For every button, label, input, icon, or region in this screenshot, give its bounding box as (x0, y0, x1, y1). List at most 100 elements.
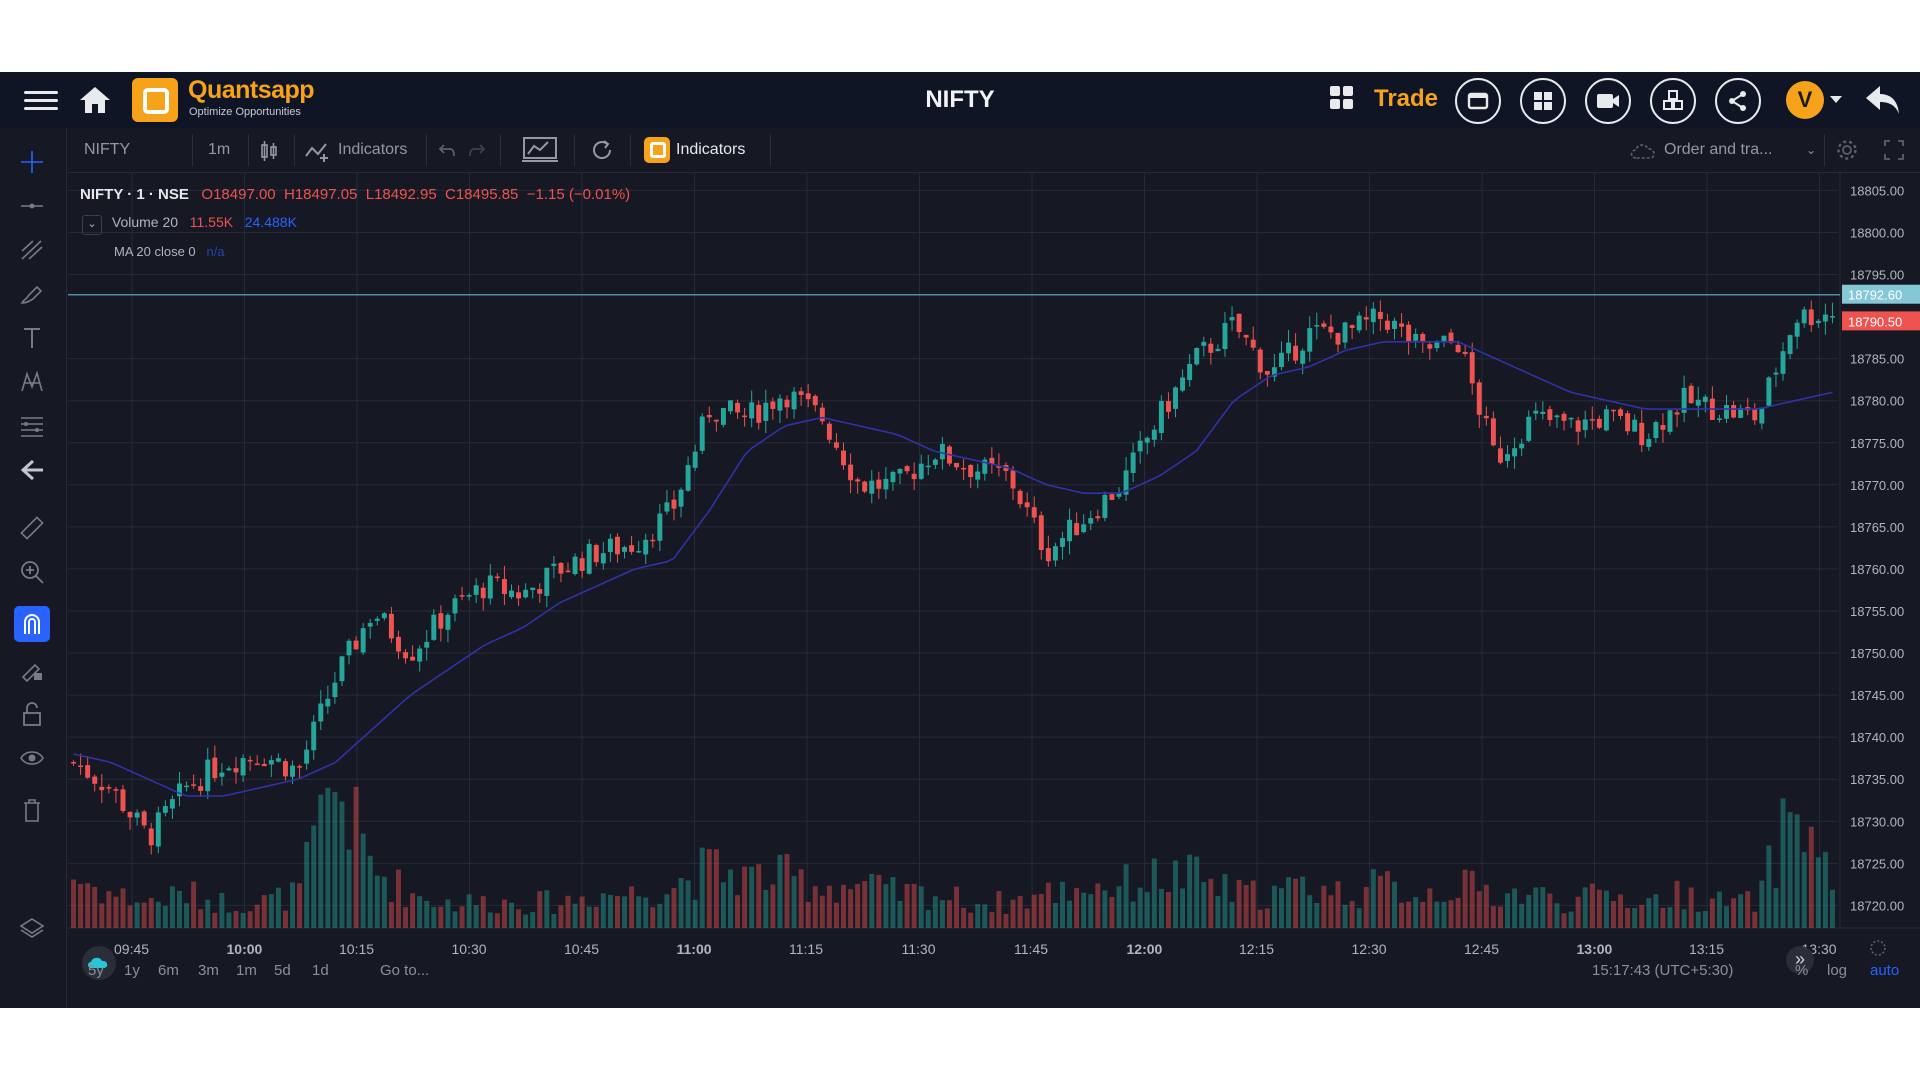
undo-icon[interactable] (438, 142, 456, 160)
range-button-1y[interactable]: 1y (124, 962, 140, 979)
symbol-search[interactable]: NIFTY (84, 141, 131, 158)
lock-drawing-icon[interactable] (14, 652, 50, 688)
log-scale-toggle[interactable]: log (1827, 962, 1848, 979)
share-button[interactable] (1715, 78, 1761, 124)
volume-bar (1674, 880, 1680, 928)
eye-icon[interactable] (14, 740, 50, 776)
candle-body (1165, 401, 1171, 412)
volume-bar (1815, 857, 1821, 928)
magnet-icon[interactable] (14, 606, 50, 642)
user-avatar[interactable]: V (1786, 81, 1824, 119)
apps-grid-icon[interactable] (1330, 86, 1354, 110)
brand-tagline: Optimize Opportunities (189, 106, 301, 118)
auto-scale-toggle[interactable]: auto (1870, 962, 1900, 979)
range-button-1m[interactable]: 1m (236, 962, 257, 979)
candle-body (1180, 377, 1186, 391)
collapse-chevron-icon[interactable]: ⌄ (82, 215, 102, 235)
candle-body (1731, 405, 1737, 418)
price-tick-label: 18765.00 (1850, 520, 1904, 535)
horizontal-line-icon[interactable] (14, 188, 50, 224)
goto-date-button[interactable]: Go to... (380, 962, 430, 979)
interval-selector[interactable]: 1m (208, 141, 231, 158)
volume-bar (501, 899, 507, 928)
trade-button[interactable]: Trade (1374, 85, 1439, 112)
unlock-icon[interactable] (14, 696, 50, 732)
clock-timezone[interactable]: 15:17:43 (UTC+5:30) (1592, 962, 1734, 979)
time-tick-label: 13:00 (1577, 941, 1613, 957)
indicators-icon[interactable] (304, 140, 330, 162)
chevron-down-icon[interactable]: ⌄ (1806, 143, 1817, 157)
range-button-1d[interactable]: 1d (312, 962, 329, 979)
volume-bar (671, 888, 677, 928)
candle-body (367, 623, 373, 627)
candle-style-icon[interactable] (258, 140, 280, 162)
percent-scale-toggle[interactable]: % (1795, 962, 1809, 979)
volume-bar (1095, 883, 1101, 928)
candle-body (657, 513, 663, 541)
range-button-6m[interactable]: 6m (158, 962, 179, 979)
volume-bar (1625, 908, 1631, 928)
order-panel-toggle[interactable]: Order and tra... (1664, 141, 1773, 158)
brush-icon[interactable] (14, 276, 50, 312)
volume-bar (1526, 894, 1532, 928)
menu-icon[interactable] (24, 86, 58, 114)
axis-settings-icon[interactable] (1870, 940, 1886, 956)
basket-button[interactable] (1650, 78, 1696, 124)
candle-body (1822, 314, 1828, 322)
ma-label[interactable]: MA 20 close 0 (114, 244, 196, 259)
home-icon[interactable] (78, 84, 112, 116)
pattern-icon[interactable] (14, 364, 50, 400)
layout-button[interactable] (1520, 78, 1566, 124)
trend-line-icon[interactable] (14, 232, 50, 268)
text-tool-icon[interactable] (14, 320, 50, 356)
volume-bar (1314, 902, 1320, 928)
redo-icon[interactable] (468, 142, 486, 160)
trash-icon[interactable] (14, 792, 50, 828)
video-button[interactable] (1585, 78, 1631, 124)
chevron-down-icon[interactable] (1830, 96, 1842, 103)
candle-body (1554, 415, 1560, 418)
range-button-5d[interactable]: 5d (274, 962, 291, 979)
back-arrow-icon[interactable] (1862, 82, 1902, 118)
back-arrow-tool-icon[interactable] (14, 452, 50, 488)
window-button[interactable] (1455, 78, 1501, 124)
layers-icon[interactable] (14, 910, 50, 946)
volume-bar (509, 902, 514, 928)
candle-body (381, 613, 387, 619)
ruler-icon[interactable] (14, 510, 50, 546)
candle-body (360, 628, 366, 653)
volume-label[interactable]: Volume 20 (111, 214, 179, 230)
zoom-in-icon[interactable] (14, 554, 50, 590)
scroll-to-realtime-icon[interactable]: » (1786, 946, 1814, 974)
price-tick-label: 18800.00 (1850, 225, 1904, 240)
candle-body (1794, 322, 1800, 337)
current-price-badge (1842, 311, 1920, 331)
volume-bar (579, 896, 585, 928)
range-button-5y[interactable]: 5y (88, 962, 104, 979)
q-indicators-button[interactable]: Indicators (644, 128, 745, 172)
candle-body (544, 567, 550, 596)
candle-body (438, 613, 444, 629)
fibonacci-icon[interactable] (14, 408, 50, 444)
settings-gear-icon[interactable] (1836, 139, 1858, 161)
cloud-sync-icon[interactable] (82, 946, 116, 980)
range-button-3m[interactable]: 3m (198, 962, 219, 979)
legend-symbol[interactable]: NIFTY · 1 · NSE (80, 186, 189, 203)
candle-body (1540, 411, 1546, 414)
indicators-button[interactable]: Indicators (338, 141, 408, 158)
screenshot-icon[interactable] (520, 136, 560, 164)
fullscreen-icon[interactable] (1884, 140, 1904, 160)
price-chart[interactable]: 18805.00 18800.00 18795.00 18785.00 18780.00… (68, 172, 1920, 1008)
candle-body (466, 595, 472, 597)
volume-bar (1582, 887, 1588, 928)
volume-bar (1427, 888, 1433, 928)
candle-body (494, 576, 500, 579)
brand-logo-icon (132, 78, 178, 122)
candle-body (297, 766, 303, 768)
crosshair-icon[interactable] (14, 144, 50, 180)
refresh-icon[interactable] (590, 138, 614, 162)
volume-bar (1646, 898, 1652, 928)
volume-bar (1109, 896, 1115, 928)
chart-canvas[interactable]: 18805.00 18800.00 18795.00 18785.00 18780.00… (68, 172, 1920, 1008)
volume-bar (706, 849, 712, 928)
